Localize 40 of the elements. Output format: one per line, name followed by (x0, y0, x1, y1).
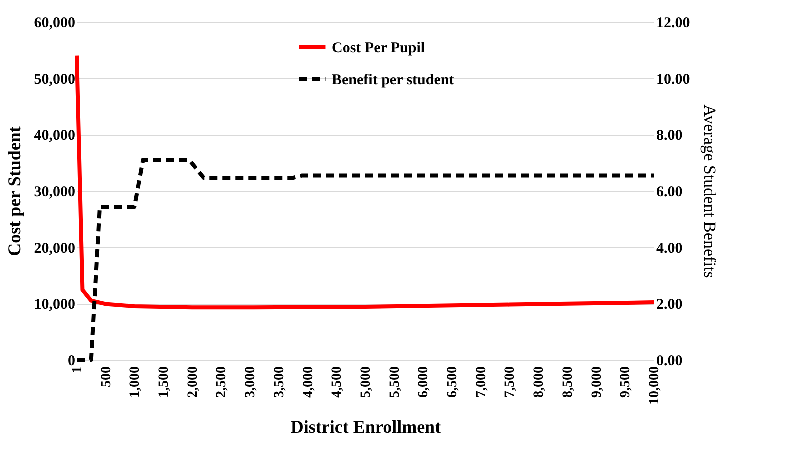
x-tick-label: 3,500 (272, 366, 288, 398)
x-tick-label: 2,000 (186, 366, 201, 398)
x-tick-label: 7,500 (503, 366, 518, 398)
y2-tick-label: 2.00 (656, 297, 683, 314)
line-series (75, 158, 656, 362)
x-axis-title: District Enrollment (290, 417, 442, 437)
x-tick-label: 9,000 (590, 366, 605, 398)
x-tick-label: 7,000 (474, 366, 490, 398)
y-tick-label: 60,000 (34, 16, 76, 32)
y2-tick-label: 4.00 (656, 240, 683, 257)
y-tick-label: 50,000 (34, 72, 76, 88)
y-tick-label: 20,000 (34, 240, 76, 257)
y-tick-label: 30,000 (34, 184, 76, 200)
x-tick-label: 8,000 (532, 366, 548, 398)
y2-tick-label: 6.00 (656, 184, 683, 200)
x-tick-label: 10,000 (648, 366, 662, 405)
y2-tick-label: 12.00 (656, 16, 690, 32)
x-tick-label: 8,500 (560, 366, 576, 398)
x-tick-label: 9,500 (618, 366, 634, 398)
y-tick-label: 10,000 (34, 297, 76, 314)
y-axis-title: Cost per Student (4, 126, 24, 256)
x-tick-label: 5,000 (358, 366, 374, 398)
x-tick-label: 6,500 (446, 366, 461, 398)
y-tick-label: 40,000 (34, 128, 76, 144)
x-tick-label: 2,500 (214, 366, 230, 398)
x-tick-label: 4,000 (301, 366, 316, 398)
x-tick-label: 5,500 (388, 366, 403, 398)
x-tick-label: 4,500 (330, 366, 346, 398)
y2-tick-label: 10.00 (656, 72, 690, 88)
y-tick-label: 0 (68, 354, 76, 370)
y2-axis-title: Average Student Benefits (700, 104, 720, 278)
legend-label: Cost Per Pupil (332, 40, 426, 56)
y2-tick-label: 8.00 (656, 128, 683, 144)
x-tick-label: 3,000 (244, 366, 259, 398)
x-tick-label: 1 (70, 366, 86, 374)
x-tick-label: 500 (99, 366, 114, 388)
legend-label: Benefit per student (332, 72, 454, 88)
x-tick-label: 1,000 (128, 366, 144, 398)
x-tick-label: 1,500 (157, 366, 172, 398)
x-tick-label: 6,000 (416, 366, 432, 398)
